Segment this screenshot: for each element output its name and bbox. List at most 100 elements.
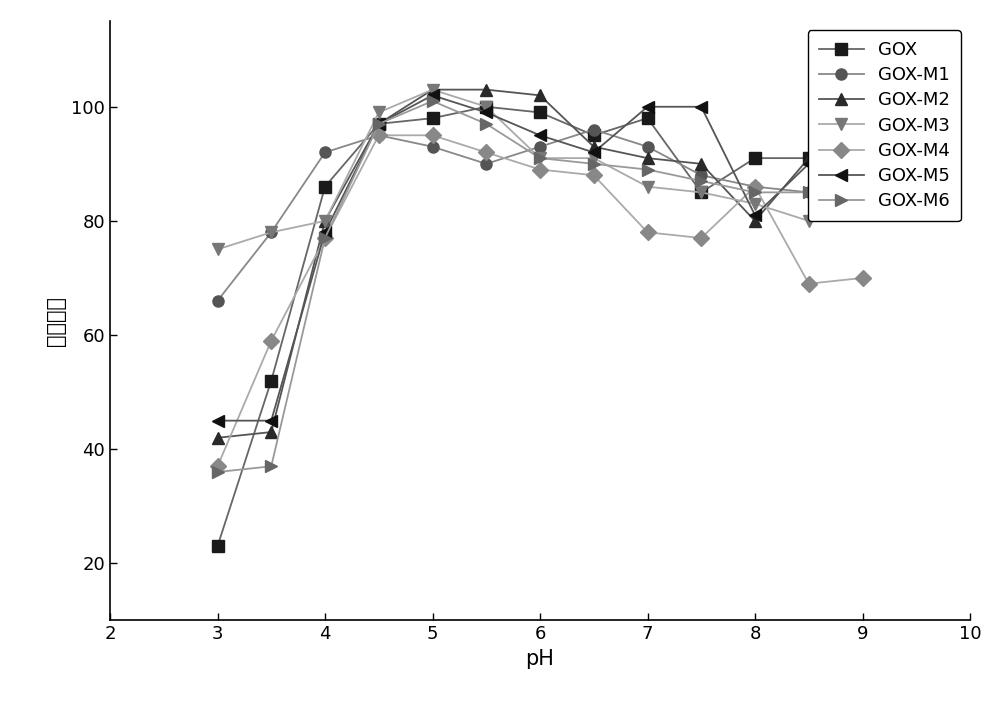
GOX-M6 (695, 177, 707, 185)
GOX-M1 (803, 188, 815, 197)
GOX-M5 (265, 417, 277, 425)
GOX (426, 114, 438, 123)
GOX-M3 (212, 245, 224, 254)
GOX-M1 (212, 297, 224, 305)
GOX-M1 (426, 142, 438, 151)
Legend: GOX, GOX-M1, GOX-M2, GOX-M3, GOX-M4, GOX-M5, GOX-M6: GOX, GOX-M1, GOX-M2, GOX-M3, GOX-M4, GOX… (808, 30, 961, 221)
GOX-M2 (373, 120, 385, 128)
GOX-M5 (212, 417, 224, 425)
GOX-M4 (265, 336, 277, 345)
GOX-M5 (856, 171, 868, 180)
GOX-M3 (319, 216, 331, 225)
GOX-M6 (373, 120, 385, 128)
GOX-M6 (642, 165, 654, 173)
GOX-M2 (534, 91, 546, 99)
GOX-M2 (426, 85, 438, 94)
GOX-M6 (749, 188, 761, 197)
GOX-M5 (642, 102, 654, 111)
GOX (212, 542, 224, 551)
GOX-M5 (534, 131, 546, 140)
GOX-M2 (803, 154, 815, 162)
GOX (642, 114, 654, 123)
GOX-M6 (534, 154, 546, 162)
Line: GOX-M4: GOX-M4 (212, 130, 868, 472)
GOX-M3 (588, 154, 600, 162)
Line: GOX-M2: GOX-M2 (212, 84, 868, 443)
GOX-M2 (319, 216, 331, 225)
GOX-M6 (480, 120, 492, 128)
GOX-M4 (803, 279, 815, 288)
GOX (265, 376, 277, 385)
Line: GOX: GOX (212, 102, 868, 552)
GOX-M1 (642, 142, 654, 151)
GOX-M5 (426, 91, 438, 99)
GOX-M4 (480, 148, 492, 157)
GOX-M6 (212, 468, 224, 477)
GOX (588, 131, 600, 140)
GOX-M2 (265, 428, 277, 436)
GOX-M5 (373, 120, 385, 128)
GOX-M5 (803, 159, 815, 168)
X-axis label: pH: pH (526, 649, 554, 669)
GOX-M2 (212, 434, 224, 442)
GOX-M1 (534, 142, 546, 151)
Y-axis label: 相对酶活: 相对酶活 (46, 296, 66, 345)
GOX-M4 (212, 462, 224, 470)
GOX-M1 (749, 183, 761, 191)
GOX (319, 183, 331, 191)
GOX-M3 (749, 200, 761, 208)
GOX-M4 (749, 183, 761, 191)
GOX-M1 (695, 171, 707, 180)
GOX-M4 (426, 131, 438, 140)
Line: GOX-M5: GOX-M5 (212, 90, 868, 427)
GOX-M3 (480, 102, 492, 111)
GOX (534, 109, 546, 117)
GOX-M5 (695, 102, 707, 111)
GOX-M3 (642, 183, 654, 191)
GOX-M1 (856, 177, 868, 185)
GOX-M4 (695, 234, 707, 243)
GOX-M5 (588, 148, 600, 157)
GOX-M3 (534, 154, 546, 162)
GOX-M4 (642, 228, 654, 237)
GOX-M6 (426, 97, 438, 105)
GOX-M3 (856, 188, 868, 197)
GOX-M5 (319, 228, 331, 237)
GOX-M3 (426, 85, 438, 94)
GOX (749, 154, 761, 162)
GOX-M3 (373, 109, 385, 117)
GOX-M3 (265, 228, 277, 237)
Line: GOX-M6: GOX-M6 (212, 95, 868, 477)
GOX-M6 (265, 462, 277, 470)
GOX-M5 (749, 211, 761, 219)
GOX-M4 (319, 234, 331, 243)
GOX-M1 (319, 148, 331, 157)
GOX-M1 (265, 228, 277, 237)
GOX-M3 (803, 216, 815, 225)
GOX (373, 120, 385, 128)
GOX-M2 (480, 85, 492, 94)
Line: GOX-M1: GOX-M1 (212, 124, 868, 307)
GOX-M3 (695, 188, 707, 197)
GOX-M4 (856, 274, 868, 282)
GOX-M2 (856, 171, 868, 180)
GOX-M4 (373, 131, 385, 140)
GOX (803, 154, 815, 162)
GOX-M6 (588, 159, 600, 168)
GOX-M6 (803, 188, 815, 197)
GOX-M1 (588, 125, 600, 134)
GOX-M4 (534, 165, 546, 173)
GOX-M5 (480, 109, 492, 117)
Line: GOX-M3: GOX-M3 (212, 84, 868, 255)
GOX (480, 102, 492, 111)
GOX-M1 (480, 159, 492, 168)
GOX-M2 (695, 159, 707, 168)
GOX-M6 (319, 234, 331, 243)
GOX-M6 (856, 188, 868, 197)
GOX-M2 (749, 216, 761, 225)
GOX (856, 159, 868, 168)
GOX-M2 (588, 142, 600, 151)
GOX-M1 (373, 131, 385, 140)
GOX (695, 188, 707, 197)
GOX-M4 (588, 171, 600, 180)
